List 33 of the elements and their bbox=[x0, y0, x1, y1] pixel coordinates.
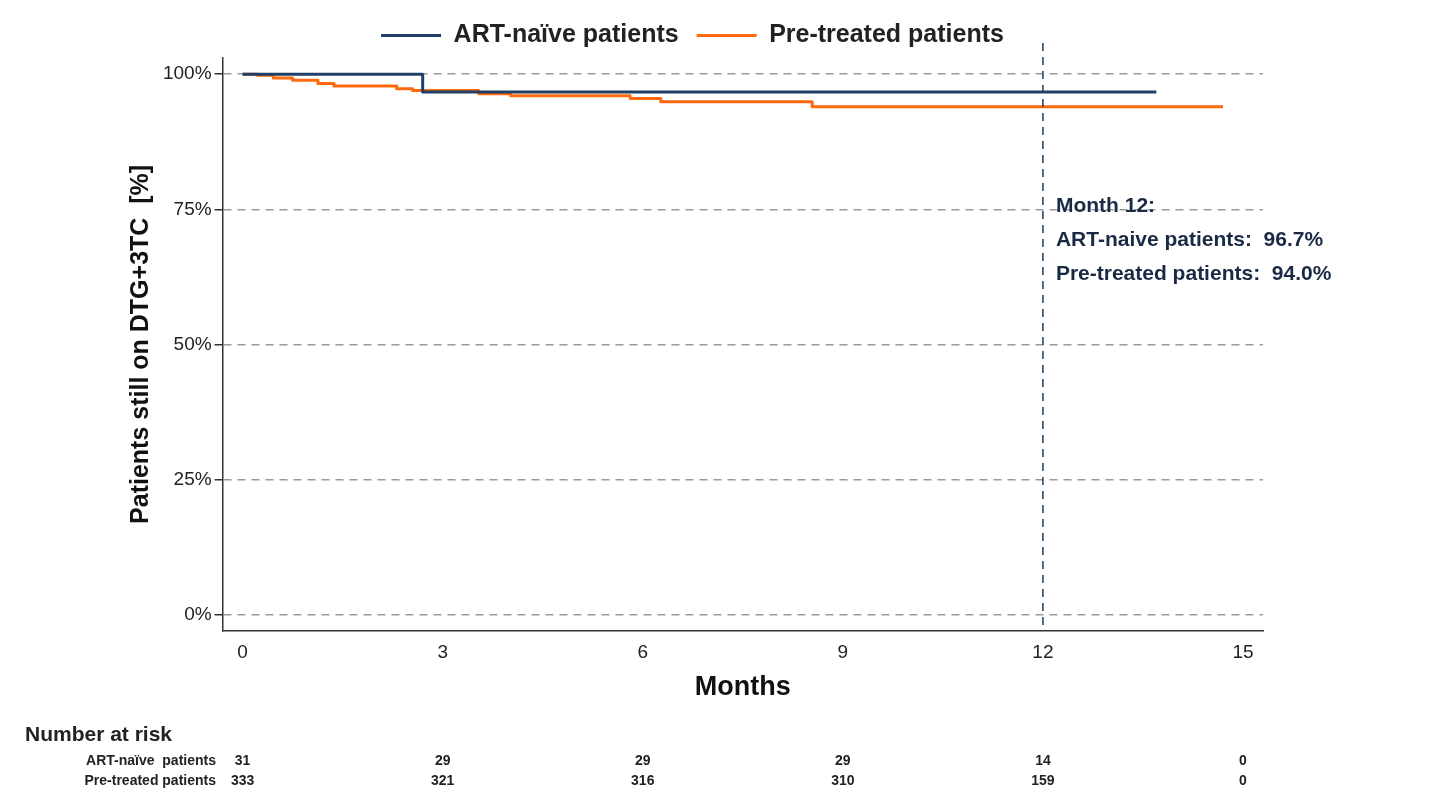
x-tick-label: 0 bbox=[237, 641, 248, 663]
y-tick-label: 100% bbox=[162, 62, 212, 84]
text: 333 bbox=[230, 771, 255, 788]
legend-label: Pre-treated patients bbox=[769, 19, 1004, 48]
annotation: Month 12: bbox=[1055, 192, 1156, 216]
annotation: ART-naive patients: 96.7% bbox=[1055, 226, 1324, 250]
text: 14 bbox=[1035, 751, 1051, 768]
x-tick-label: 15 bbox=[1232, 641, 1254, 663]
text: 321 bbox=[431, 771, 455, 788]
text: Pre-treated patients bbox=[84, 771, 217, 788]
text: 0 bbox=[1239, 771, 1248, 788]
x-tick-label: 9 bbox=[837, 641, 849, 663]
text: 310 bbox=[831, 771, 855, 788]
text: 29 bbox=[634, 751, 651, 768]
x-tick-label: 6 bbox=[637, 641, 649, 663]
text: ART-naïve patients bbox=[86, 751, 217, 768]
x-tick-label: 12 bbox=[1032, 641, 1054, 663]
text: 31 bbox=[234, 751, 251, 768]
x-tick-label: 3 bbox=[437, 641, 448, 663]
text: 159 bbox=[1031, 771, 1055, 788]
y-tick-label: 75% bbox=[173, 197, 212, 219]
legend-label: ART-naïve patients bbox=[453, 19, 679, 48]
text: 29 bbox=[434, 751, 451, 768]
x-axis-title: Months bbox=[694, 671, 791, 702]
y-tick-label: 25% bbox=[173, 467, 212, 489]
text: 29 bbox=[835, 751, 851, 768]
y-tick-label: 50% bbox=[173, 332, 212, 354]
text: 0 bbox=[1239, 751, 1248, 768]
y-tick-label: 0% bbox=[184, 602, 212, 624]
text: 316 bbox=[631, 771, 655, 788]
text: Number at risk bbox=[25, 721, 173, 745]
annotation: Pre-treated patients: 94.0% bbox=[1055, 260, 1332, 284]
y-axis-title: Patients still on DTG+3TC [%] bbox=[124, 164, 153, 524]
